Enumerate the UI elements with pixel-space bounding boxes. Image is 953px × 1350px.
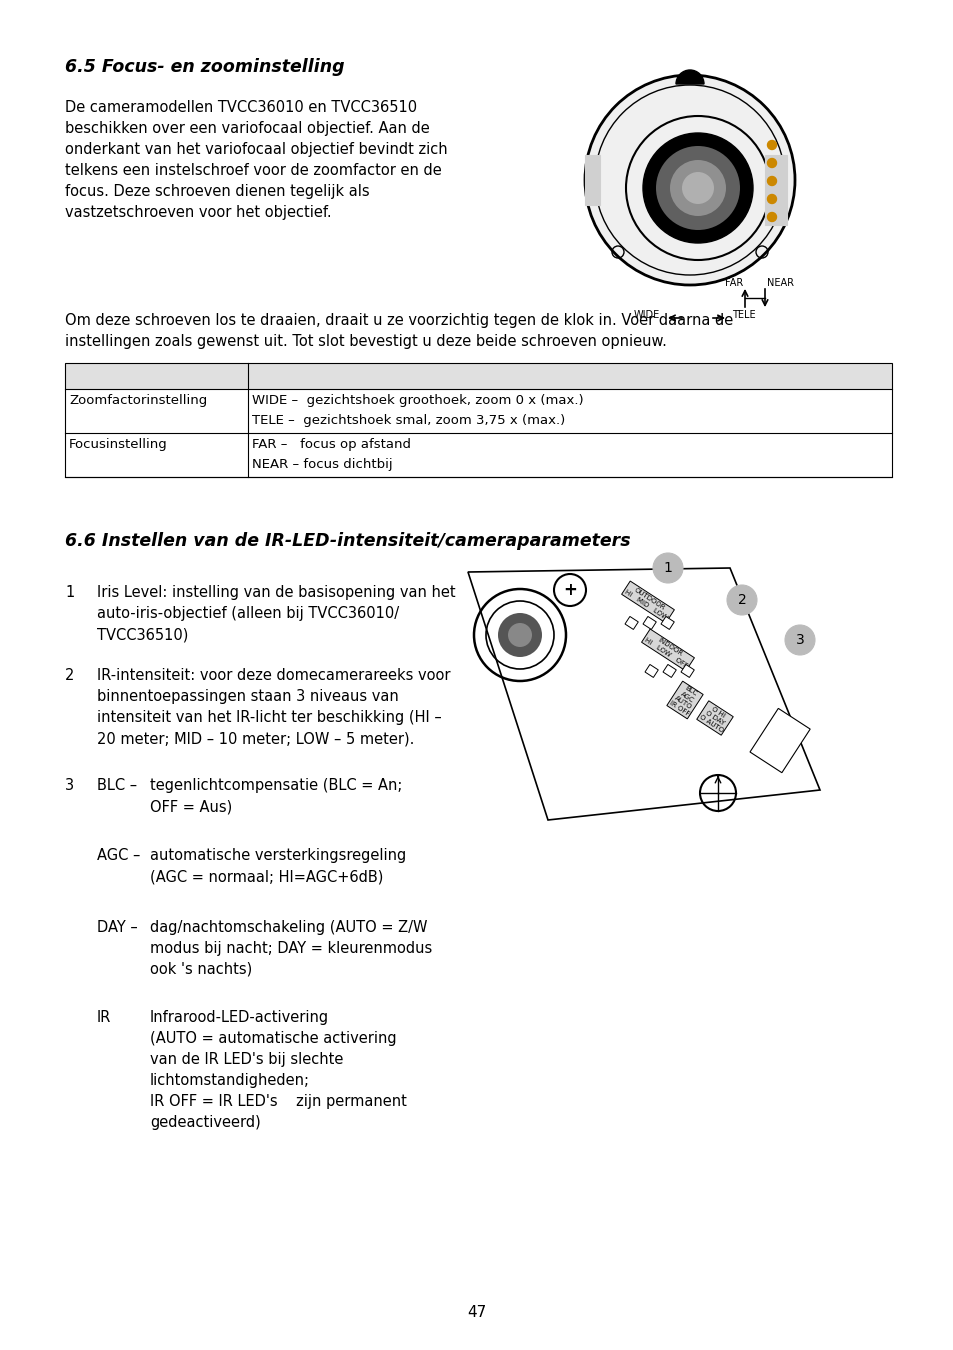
Text: binnentoepassingen staan 3 niveaus van: binnentoepassingen staan 3 niveaus van — [97, 688, 398, 703]
Text: Functie: Functie — [69, 369, 119, 382]
Bar — [65, 363, 891, 389]
Text: INDOOR
HI   LOW   OFF: INDOOR HI LOW OFF — [643, 630, 692, 670]
Text: instellingen zoals gewenst uit. Tot slot bevestigt u deze beide schroeven opnieu: instellingen zoals gewenst uit. Tot slot… — [65, 333, 666, 350]
Circle shape — [767, 158, 776, 167]
Text: 2: 2 — [737, 593, 745, 608]
Text: IR OFF = IR LED's    zijn permanent: IR OFF = IR LED's zijn permanent — [150, 1094, 406, 1108]
Text: onderkant van het variofocaal objectief bevindt zich: onderkant van het variofocaal objectief … — [65, 142, 447, 157]
Text: IR: IR — [97, 1010, 112, 1025]
Text: AGC –: AGC – — [97, 848, 140, 863]
Text: WIDE: WIDE — [633, 310, 659, 320]
Text: lichtomstandigheden;: lichtomstandigheden; — [150, 1073, 310, 1088]
Text: beschikken over een variofocaal objectief. Aan de: beschikken over een variofocaal objectie… — [65, 122, 429, 136]
Circle shape — [656, 146, 740, 230]
Text: Focusinstelling: Focusinstelling — [69, 437, 168, 451]
Text: 47: 47 — [467, 1305, 486, 1320]
Text: dag/nachtomschakeling (AUTO = Z/W: dag/nachtomschakeling (AUTO = Z/W — [150, 919, 427, 936]
Text: OUTDOOR
HI   MID   LOW: OUTDOOR HI MID LOW — [623, 583, 672, 621]
Text: NEAR – focus dichtbij: NEAR – focus dichtbij — [252, 458, 393, 471]
Text: FAR: FAR — [724, 278, 742, 288]
Text: BLC –: BLC – — [97, 778, 137, 792]
Text: FAR –   focus op afstand: FAR – focus op afstand — [252, 437, 411, 451]
Bar — [764, 155, 786, 225]
Text: +: + — [562, 580, 577, 599]
Wedge shape — [676, 70, 703, 84]
Text: TELE: TELE — [731, 310, 755, 320]
Text: 2: 2 — [65, 668, 74, 683]
Bar — [660, 617, 674, 629]
Text: modus bij nacht; DAY = kleurenmodus: modus bij nacht; DAY = kleurenmodus — [150, 941, 432, 956]
Circle shape — [767, 194, 776, 204]
Circle shape — [767, 177, 776, 185]
Text: intensiteit van het IR-licht ter beschikking (HI –: intensiteit van het IR-licht ter beschik… — [97, 710, 441, 725]
Circle shape — [784, 625, 814, 655]
Text: OFF = Aus): OFF = Aus) — [150, 799, 232, 814]
Text: telkens een instelschroef voor de zoomfactor en de: telkens een instelschroef voor de zoomfa… — [65, 163, 441, 178]
Text: 6.6 Instellen van de IR-LED-intensiteit/cameraparameters: 6.6 Instellen van de IR-LED-intensiteit/… — [65, 532, 630, 549]
Text: 1: 1 — [663, 562, 672, 575]
Circle shape — [681, 171, 713, 204]
Text: ook 's nachts): ook 's nachts) — [150, 963, 252, 977]
Text: gedeactiveerd): gedeactiveerd) — [150, 1115, 260, 1130]
Text: 3: 3 — [65, 778, 74, 792]
Circle shape — [669, 161, 725, 216]
Bar — [642, 617, 656, 629]
Text: Zoomfactorinstelling: Zoomfactorinstelling — [69, 394, 207, 406]
Circle shape — [642, 134, 752, 243]
Text: 20 meter; MID – 10 meter; LOW – 5 meter).: 20 meter; MID – 10 meter; LOW – 5 meter)… — [97, 730, 414, 747]
Text: automatische versterkingsregeling: automatische versterkingsregeling — [150, 848, 406, 863]
Circle shape — [507, 622, 532, 647]
Text: O HI
O DAY
O AUTO: O HI O DAY O AUTO — [698, 702, 731, 734]
Text: tegenlichtcompensatie (BLC = An;: tegenlichtcompensatie (BLC = An; — [150, 778, 402, 792]
Circle shape — [767, 212, 776, 221]
Bar — [644, 664, 658, 678]
Text: Beschrijving/optie: Beschrijving/optie — [252, 369, 376, 382]
Text: 6.5 Focus- en zoominstelling: 6.5 Focus- en zoominstelling — [65, 58, 344, 76]
Text: Om deze schroeven los te draaien, draait u ze voorzichtig tegen de klok in. Voer: Om deze schroeven los te draaien, draait… — [65, 313, 733, 328]
Text: Infrarood-LED-activering: Infrarood-LED-activering — [150, 1010, 329, 1025]
Bar — [584, 155, 599, 205]
Text: TVCC36510): TVCC36510) — [97, 626, 188, 643]
Circle shape — [497, 613, 541, 657]
Text: 3: 3 — [795, 633, 803, 647]
Circle shape — [584, 76, 794, 285]
Circle shape — [652, 554, 682, 583]
Text: (AUTO = automatische activering: (AUTO = automatische activering — [150, 1031, 396, 1046]
Text: vastzetschroeven voor het objectief.: vastzetschroeven voor het objectief. — [65, 205, 332, 220]
Text: BLC
AGC
AUTO
IR OFF: BLC AGC AUTO IR OFF — [667, 683, 701, 717]
Text: DAY –: DAY – — [97, 919, 137, 936]
Bar — [624, 617, 638, 629]
Text: IR-intensiteit: voor deze domecamerareeks voor: IR-intensiteit: voor deze domecamerareek… — [97, 668, 450, 683]
Bar — [65, 363, 891, 477]
Bar — [662, 664, 676, 678]
Text: WIDE –  gezichtshoek groothoek, zoom 0 x (max.): WIDE – gezichtshoek groothoek, zoom 0 x … — [252, 394, 583, 406]
Bar — [680, 664, 694, 678]
Text: Iris Level: instelling van de basisopening van het: Iris Level: instelling van de basisopeni… — [97, 585, 456, 599]
Text: van de IR LED's bij slechte: van de IR LED's bij slechte — [150, 1052, 343, 1066]
Polygon shape — [468, 568, 820, 819]
Text: (AGC = normaal; HI=AGC+6dB): (AGC = normaal; HI=AGC+6dB) — [150, 869, 383, 884]
Text: NEAR: NEAR — [766, 278, 793, 288]
Bar — [749, 709, 809, 772]
Circle shape — [726, 585, 757, 616]
Text: TELE –  gezichtshoek smal, zoom 3,75 x (max.): TELE – gezichtshoek smal, zoom 3,75 x (m… — [252, 414, 565, 427]
Circle shape — [767, 140, 776, 150]
Text: De cameramodellen TVCC36010 en TVCC36510: De cameramodellen TVCC36010 en TVCC36510 — [65, 100, 416, 115]
Text: auto-iris-objectief (alleen bij TVCC36010/: auto-iris-objectief (alleen bij TVCC3601… — [97, 606, 398, 621]
Text: 1: 1 — [65, 585, 74, 599]
Text: focus. Deze schroeven dienen tegelijk als: focus. Deze schroeven dienen tegelijk al… — [65, 184, 369, 198]
